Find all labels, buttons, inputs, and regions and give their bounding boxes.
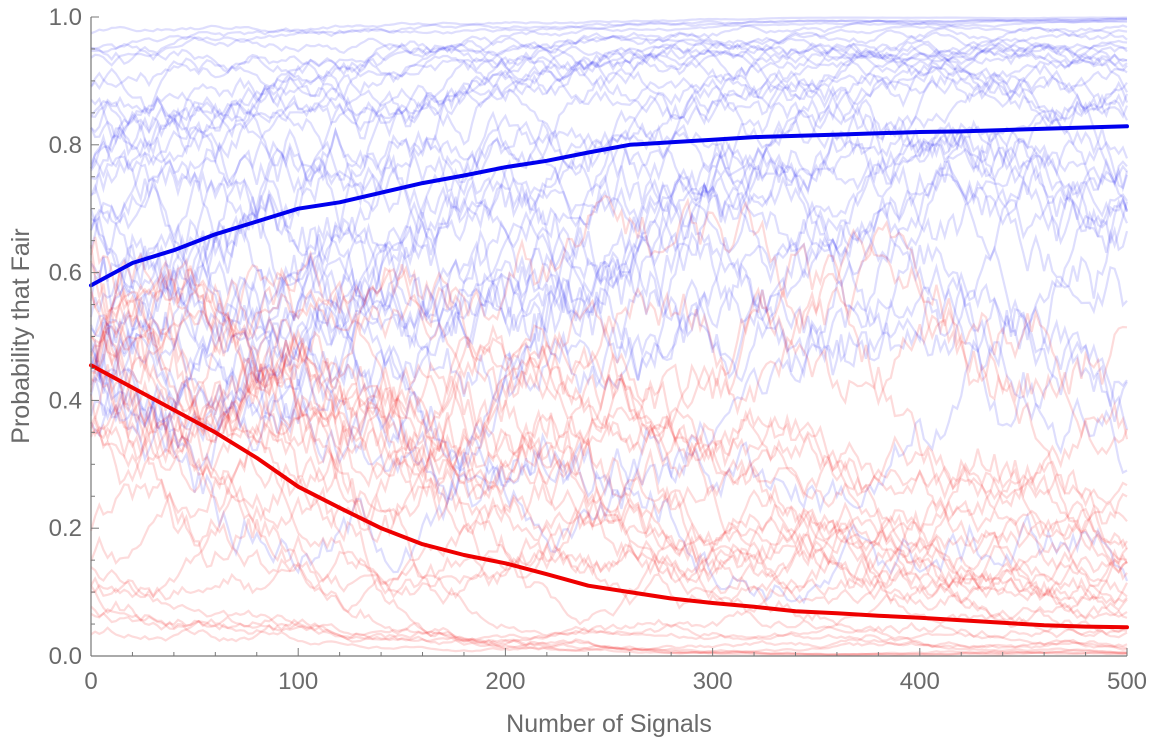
background-trace [90,611,1128,654]
background-trace [90,39,1129,144]
background-trace [90,19,1128,54]
y-tick-label: 0.0 [49,643,82,670]
background-trace [89,338,1128,515]
axes [90,16,1128,657]
background-trace [89,19,1128,308]
background-trace [89,322,1128,576]
background-trace [90,417,1128,585]
background-trace [90,329,1128,656]
background-trace [89,228,1128,561]
background-trace [90,31,1128,140]
x-tick-label: 300 [693,668,733,695]
background-trace [90,335,1128,607]
x-tick-label: 500 [1107,668,1147,695]
background-trace [90,17,1127,89]
background-trace [90,330,1128,621]
series-line-1 [89,124,1129,288]
y-tick-label: 0.2 [49,515,82,542]
background-trace [89,39,1129,221]
background-trace [90,323,1128,605]
background-trace [90,39,1128,179]
x-axis-title: Number of Signals [506,710,712,738]
background-trace [90,295,1128,511]
background-trace [89,398,1128,574]
background-trace [90,16,1127,66]
background-trace [90,286,1129,508]
background-trace [90,219,1129,498]
background-trace [90,164,1128,465]
background-trace [90,620,1128,653]
background-trace [89,252,1128,639]
background-trace [90,58,1128,228]
background-trace [90,66,1128,247]
background-trace [90,550,1128,637]
background-trace [89,28,1128,169]
background-trace [90,43,1128,203]
background-trace [90,35,1128,128]
background-trace [90,24,1128,196]
background-trace [90,413,1128,599]
background-trace [89,250,1128,613]
background-trace [90,36,1128,77]
background-trace [90,226,1128,422]
y-tick-label: 0.6 [49,260,82,287]
background-trace [89,353,1129,605]
background-trace [90,198,1129,506]
background-trace [90,61,1129,381]
background-trace [90,102,1128,416]
background-traces [89,16,1129,656]
y-tick-label: 0.4 [49,387,82,414]
background-trace [90,146,1128,475]
background-trace [89,279,1128,567]
series-layer [89,124,1129,630]
tick-labels: 0 100 200 300 400 500 0.0 0.2 0.4 0.6 0.8 1.0 [49,4,1147,695]
background-trace [89,140,1129,402]
background-trace [89,149,1129,404]
y-axis-title: Probability that Fair [7,228,35,443]
background-trace [89,100,1129,472]
background-trace [89,335,1128,626]
background-trace [90,578,1128,649]
x-tick-label: 400 [900,668,940,695]
background-trace [89,429,1128,604]
background-trace [89,147,1129,475]
x-tick-label: 0 [84,668,97,695]
x-tick-label: 200 [485,668,525,695]
background-trace [89,244,1128,656]
background-trace [90,42,1128,313]
background-trace [90,198,1129,554]
background-trace [89,184,1129,430]
background-trace [90,585,1128,655]
background-trace [89,194,1128,420]
background-trace [90,31,1128,369]
background-trace [90,37,1128,141]
series-line-2 [89,363,1129,630]
background-trace [89,19,1128,167]
background-trace [89,81,1128,381]
y-tick-label: 1.0 [49,4,82,31]
background-trace [90,364,1128,586]
background-trace [90,605,1128,656]
background-trace [89,236,1128,639]
y-tick-label: 0.8 [49,132,82,159]
x-tick-label: 100 [278,668,318,695]
background-trace [90,17,1128,35]
background-trace [89,67,1128,443]
background-trace [89,44,1129,249]
background-trace [89,490,1128,620]
background-trace [89,104,1129,344]
background-trace [90,379,1129,561]
